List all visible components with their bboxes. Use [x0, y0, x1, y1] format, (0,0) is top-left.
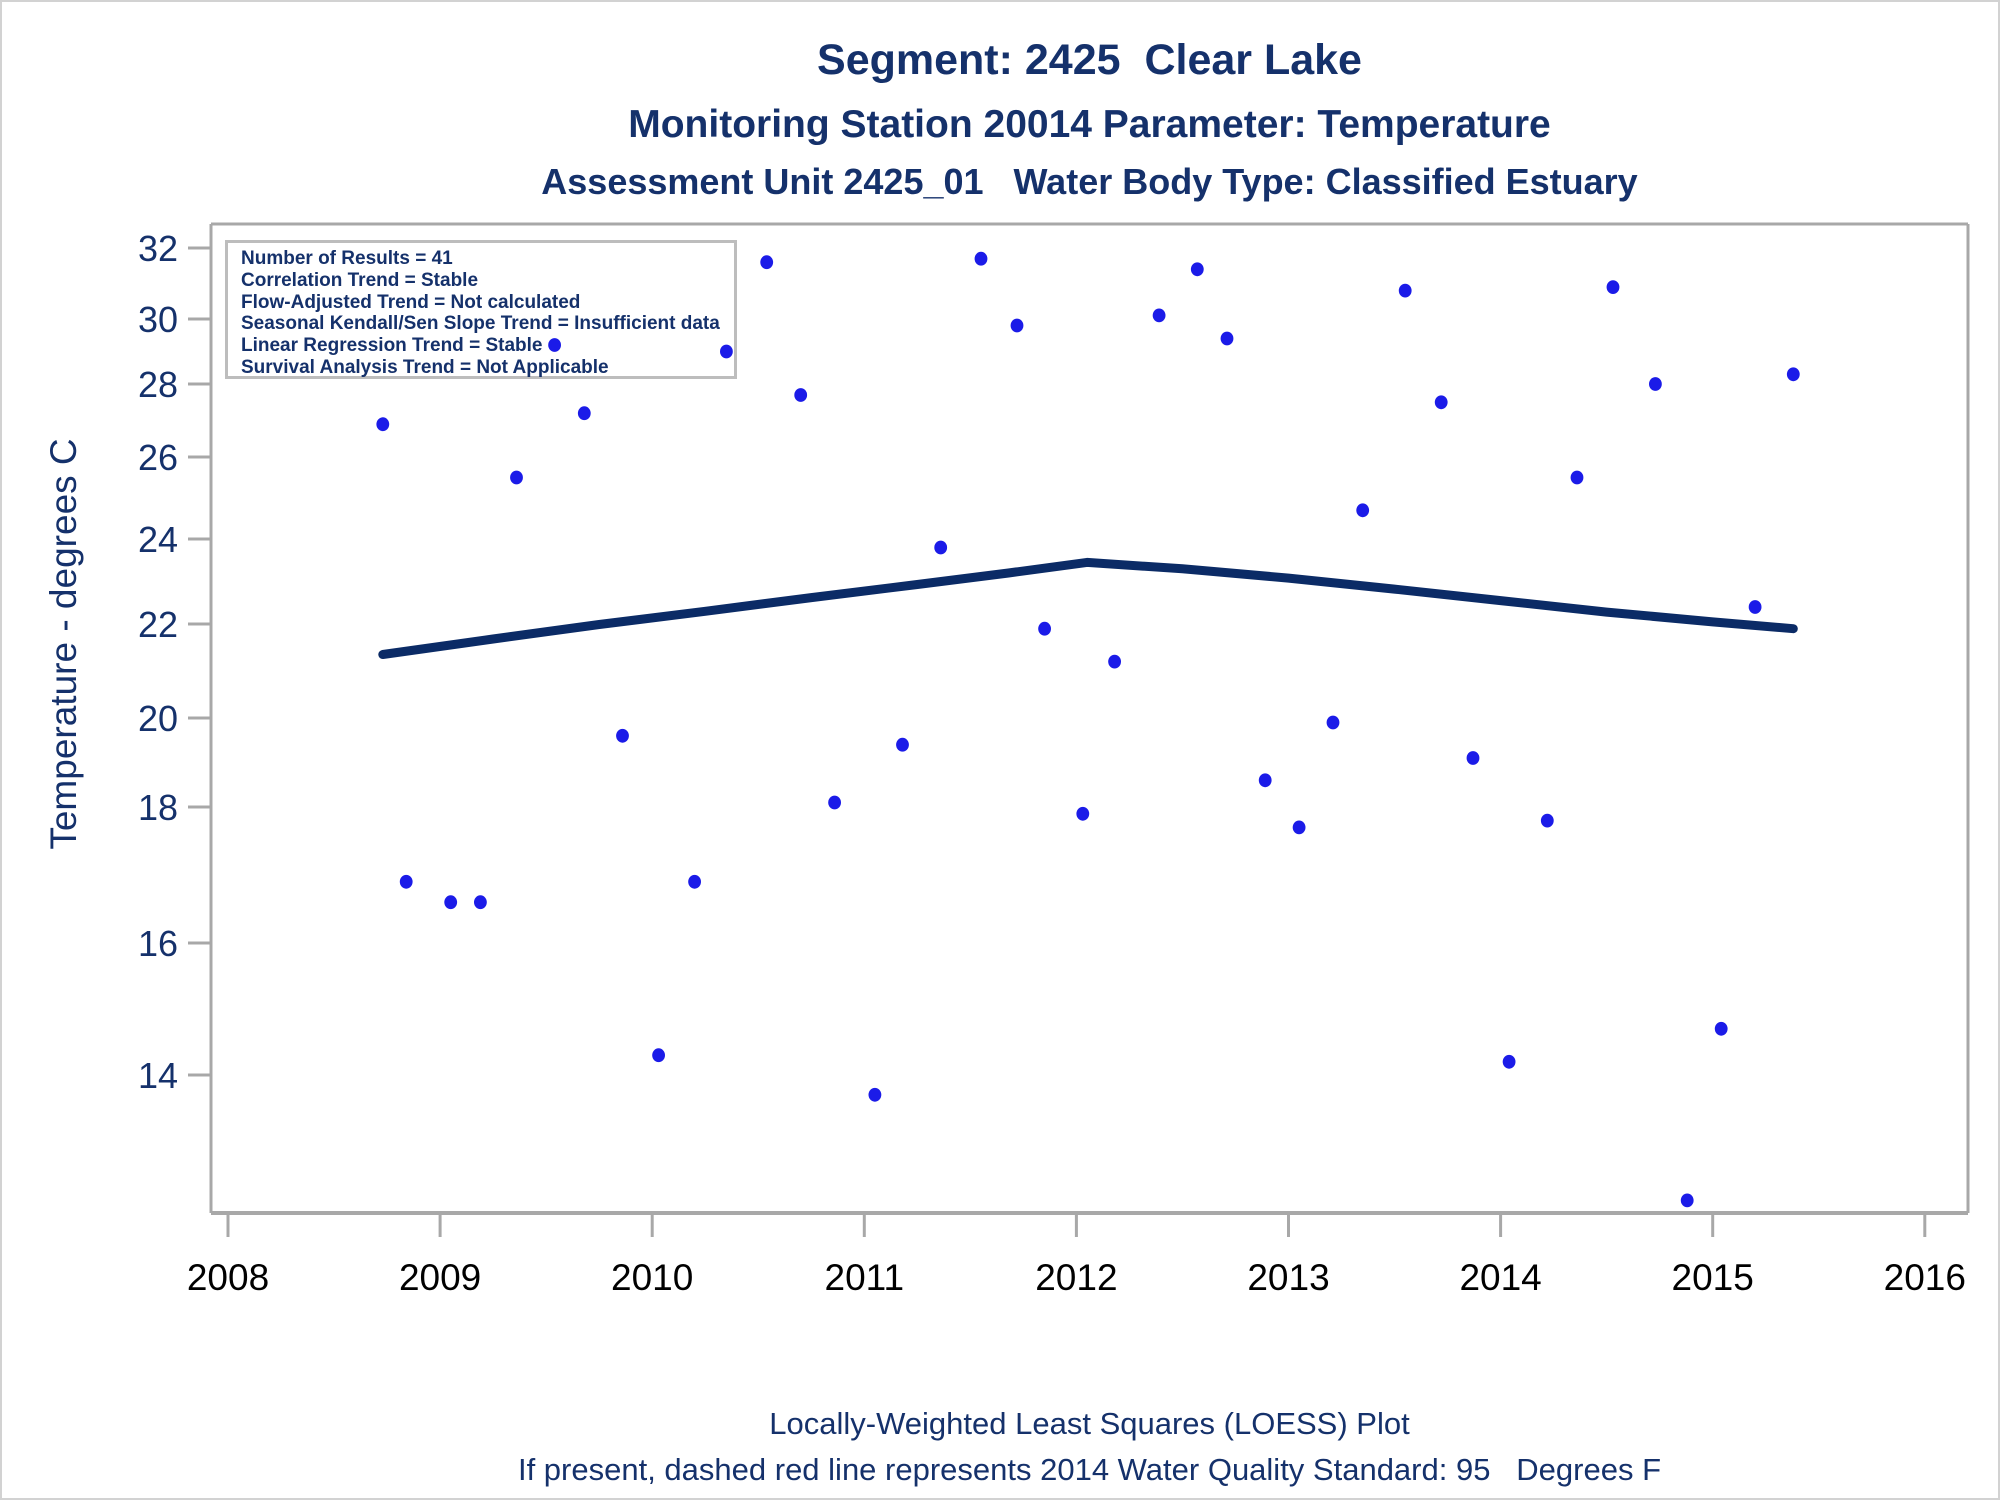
y-tick-label: 16	[138, 923, 178, 964]
data-point	[1434, 395, 1448, 410]
data-point	[974, 251, 988, 266]
x-tick-label: 2009	[399, 1257, 481, 1298]
x-tick-label: 2016	[1884, 1257, 1966, 1298]
data-point	[1258, 773, 1272, 788]
stat-line-linear-regression-trend: Linear Regression Trend = Stable	[241, 335, 543, 357]
y-tick-label: 22	[138, 604, 178, 645]
data-point	[1152, 308, 1166, 323]
data-point	[1606, 280, 1620, 294]
x-tick-label: 2015	[1672, 1257, 1754, 1298]
x-tick-label: 2010	[611, 1257, 693, 1298]
data-point	[474, 895, 487, 910]
stats-box: Number of Results = 41 Correlation Trend…	[225, 240, 737, 379]
y-tick-label: 18	[138, 787, 178, 828]
data-point	[1220, 331, 1234, 346]
data-point	[548, 338, 561, 352]
data-point	[399, 874, 413, 889]
stat-line-survival-analysis-trend: Survival Analysis Trend = Not Applicable	[241, 356, 609, 378]
data-point	[1466, 751, 1480, 765]
x-tick-label: 2008	[187, 1257, 269, 1298]
x-tick-label: 2014	[1459, 1257, 1541, 1298]
loess-trend-line	[378, 557, 1798, 659]
data-point	[868, 1087, 882, 1102]
data-point	[1038, 621, 1051, 636]
stat-line-seasonal-kendall-trend: Seasonal Kendall/Sen Slope Trend = Insuf…	[241, 313, 720, 335]
page-subtitle2: Assessment Unit 2425_01 Water Body Type:…	[541, 161, 1638, 202]
y-tick-label: 14	[138, 1055, 178, 1096]
data-point	[1076, 806, 1090, 821]
data-point	[510, 470, 523, 485]
data-point	[1714, 1021, 1728, 1036]
stat-line-flow-adjusted-trend: Flow-Adjusted Trend = Not calculated	[241, 291, 581, 313]
data-point	[1748, 600, 1762, 614]
stat-line-number-of-results: Number of Results = 41	[241, 248, 453, 269]
footer-note-standard: If present, dashed red line represents 2…	[517, 1452, 1662, 1487]
data-point	[760, 255, 774, 270]
x-tick-label: 2013	[1247, 1257, 1329, 1298]
stat-line-correlation-trend: Correlation Trend = Stable	[241, 269, 479, 291]
data-point	[1786, 367, 1800, 382]
y-tick-label: 26	[138, 437, 178, 478]
data-point	[1326, 715, 1340, 730]
page-title: Segment: 2425 Clear Lake	[817, 36, 1362, 84]
data-point	[1398, 283, 1412, 298]
data-point	[1010, 318, 1024, 333]
data-point	[720, 344, 733, 359]
data-point	[1356, 503, 1370, 518]
data-point	[794, 388, 808, 402]
data-point	[828, 795, 841, 810]
data-point	[616, 728, 629, 743]
y-tick-label: 30	[138, 299, 178, 340]
data-point	[896, 737, 909, 752]
footer-note-loess: Locally-Weighted Least Squares (LOESS) P…	[769, 1406, 1410, 1441]
y-tick-label: 24	[138, 519, 178, 560]
data-point	[1292, 820, 1306, 835]
data-point	[376, 417, 390, 432]
data-point	[1570, 470, 1584, 485]
data-point	[934, 540, 948, 555]
page-subtitle: Monitoring Station 20014 Parameter: Temp…	[628, 103, 1551, 146]
data-point	[1649, 377, 1662, 391]
x-tick-label: 2011	[825, 1257, 905, 1298]
data-point	[444, 895, 458, 910]
y-tick-label: 28	[138, 364, 178, 405]
data-point	[1502, 1054, 1516, 1069]
data-point	[1108, 654, 1121, 669]
y-tick-label: 32	[138, 228, 178, 269]
data-point	[577, 406, 591, 421]
data-point	[1540, 813, 1554, 828]
x-tick-label: 2012	[1035, 1257, 1117, 1298]
data-point	[1190, 262, 1204, 277]
y-tick-label: 20	[138, 698, 178, 739]
data-point	[1680, 1193, 1694, 1208]
data-point	[652, 1048, 665, 1063]
data-point	[688, 874, 701, 889]
